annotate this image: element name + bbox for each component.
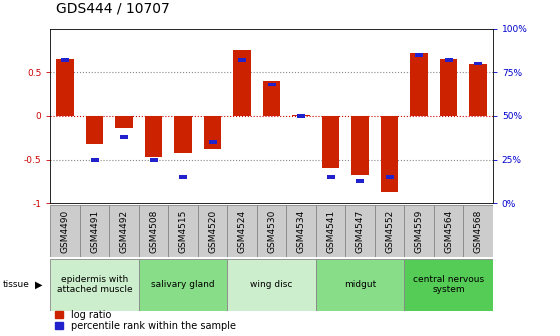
Bar — [109, 205, 139, 257]
Bar — [198, 205, 227, 257]
Bar — [297, 114, 305, 118]
Text: tissue: tissue — [3, 280, 30, 289]
Text: GSM4530: GSM4530 — [267, 209, 276, 253]
Bar — [474, 61, 482, 66]
Bar — [227, 205, 257, 257]
Bar — [286, 205, 316, 257]
Bar — [179, 175, 187, 179]
Text: ▶: ▶ — [35, 280, 42, 290]
Bar — [139, 205, 169, 257]
Bar — [50, 205, 80, 257]
Bar — [356, 179, 364, 182]
Text: GDS444 / 10707: GDS444 / 10707 — [56, 1, 170, 15]
Text: GSM4490: GSM4490 — [60, 209, 69, 253]
Bar — [91, 158, 99, 162]
Bar — [227, 259, 316, 311]
Bar — [386, 175, 394, 179]
Bar — [238, 58, 246, 62]
Bar — [145, 116, 162, 157]
Bar — [415, 53, 423, 57]
Bar — [381, 116, 398, 192]
Bar — [86, 116, 104, 144]
Text: GSM4534: GSM4534 — [297, 209, 306, 253]
Bar — [463, 205, 493, 257]
Text: GSM4524: GSM4524 — [237, 209, 246, 253]
Bar — [57, 59, 74, 116]
Bar — [263, 81, 281, 116]
Text: central nervous
system: central nervous system — [413, 275, 484, 294]
Text: GSM4564: GSM4564 — [444, 209, 453, 253]
Text: salivary gland: salivary gland — [151, 280, 215, 289]
Bar — [80, 205, 109, 257]
Text: GSM4515: GSM4515 — [179, 209, 188, 253]
Bar — [445, 58, 452, 62]
Bar — [234, 50, 251, 116]
Bar — [139, 259, 227, 311]
Text: GSM4559: GSM4559 — [414, 209, 423, 253]
Bar — [404, 259, 493, 311]
Legend: log ratio, percentile rank within the sample: log ratio, percentile rank within the sa… — [55, 310, 236, 331]
Bar — [322, 116, 339, 168]
Text: GSM4541: GSM4541 — [326, 209, 335, 253]
Bar — [326, 175, 334, 179]
Bar — [404, 205, 434, 257]
Text: wing disc: wing disc — [250, 280, 293, 289]
Bar — [209, 140, 217, 144]
Bar — [150, 158, 157, 162]
Text: GSM4492: GSM4492 — [120, 209, 129, 253]
Text: GSM4568: GSM4568 — [474, 209, 483, 253]
Bar — [316, 205, 346, 257]
Bar — [316, 259, 404, 311]
Bar — [115, 116, 133, 128]
Bar — [469, 64, 487, 116]
Bar — [204, 116, 221, 149]
Text: epidermis with
attached muscle: epidermis with attached muscle — [57, 275, 133, 294]
Bar — [434, 205, 463, 257]
Text: GSM4508: GSM4508 — [149, 209, 158, 253]
Bar — [346, 205, 375, 257]
Bar — [375, 205, 404, 257]
Bar — [257, 205, 286, 257]
Bar — [410, 53, 428, 116]
Text: GSM4552: GSM4552 — [385, 209, 394, 253]
Bar — [351, 116, 369, 175]
Text: GSM4547: GSM4547 — [356, 209, 365, 253]
Text: GSM4491: GSM4491 — [90, 209, 99, 253]
Text: midgut: midgut — [344, 280, 376, 289]
Bar — [440, 59, 458, 116]
Bar — [50, 259, 139, 311]
Bar — [120, 135, 128, 139]
Bar — [174, 116, 192, 154]
Bar — [292, 115, 310, 116]
Bar — [268, 83, 276, 86]
Bar — [169, 205, 198, 257]
Text: GSM4520: GSM4520 — [208, 209, 217, 253]
Bar — [61, 58, 69, 62]
